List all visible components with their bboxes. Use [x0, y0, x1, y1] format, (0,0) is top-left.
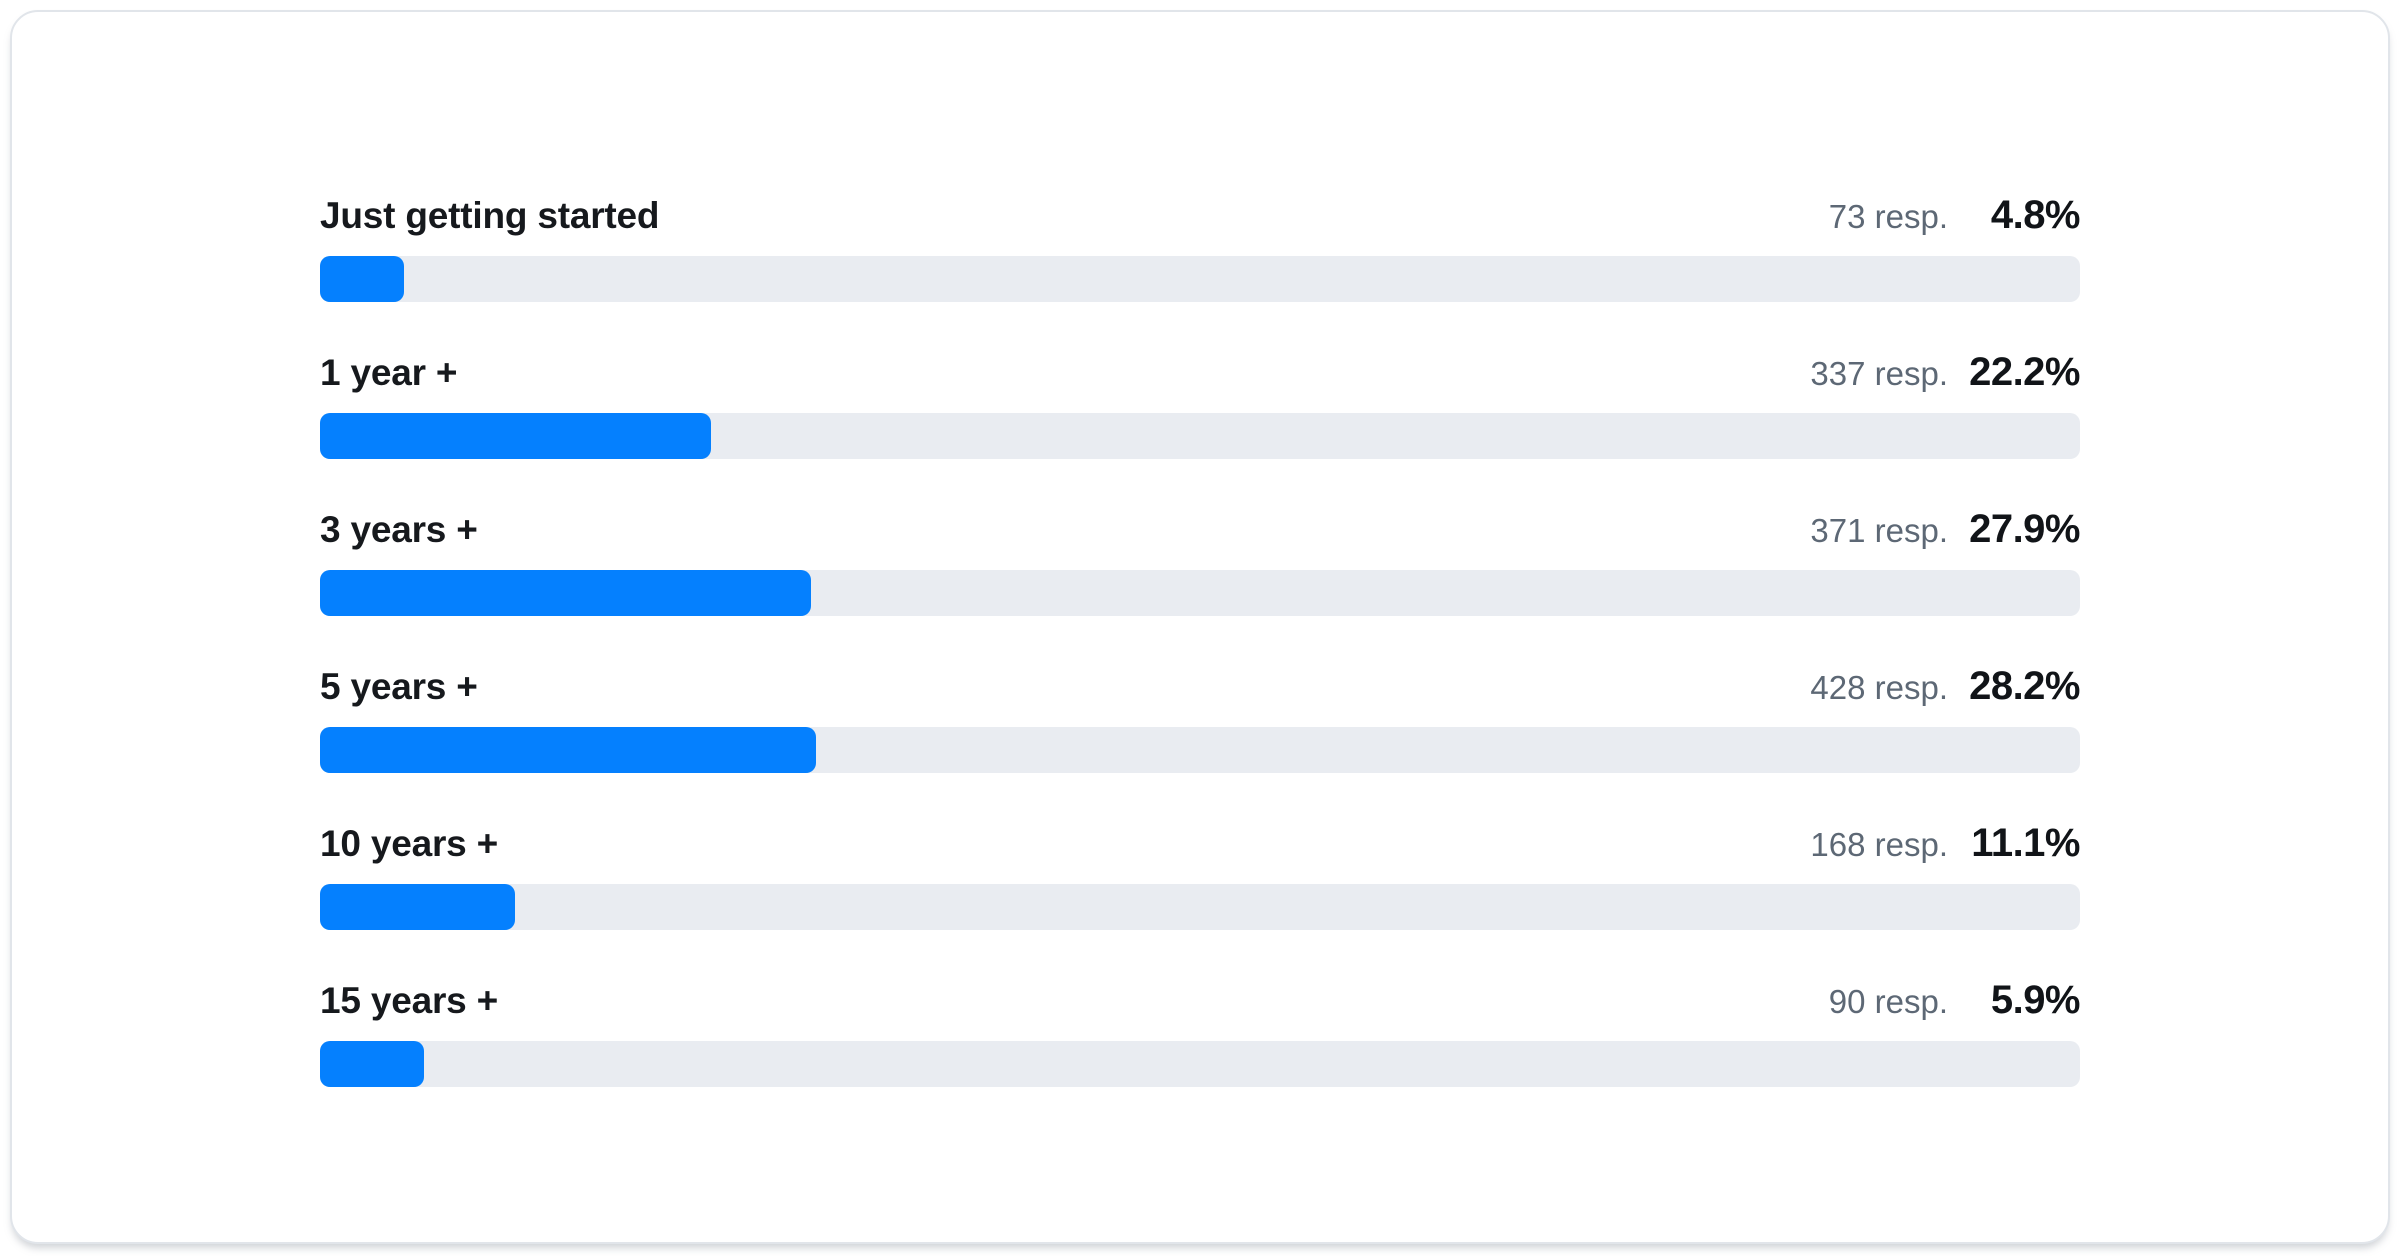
bar-track [320, 570, 2080, 616]
row-percentage: 22.2% [1969, 350, 2080, 394]
row-responses-count: 337 resp. [1810, 355, 1948, 392]
row-percentage: 4.8% [1990, 193, 2081, 237]
bar-fill [320, 1041, 424, 1087]
row-responses-count: 168 resp. [1810, 826, 1948, 863]
row-header: 10 years + 168 resp. 11.1% [320, 820, 2081, 868]
row-header: Just getting started 73 resp. 4.8% [320, 192, 2081, 240]
survey-results-chart: Just getting started 73 resp. 4.8% 1 yea… [12, 12, 2388, 1087]
bar-track [320, 884, 2080, 930]
row-header: 5 years + 428 resp. 28.2% [320, 663, 2081, 711]
chart-row-5: 10 years + 168 resp. 11.1% [320, 820, 2081, 930]
row-responses-count: 428 resp. [1810, 669, 1948, 706]
row-percentage: 5.9% [1990, 978, 2081, 1022]
bar-fill [320, 413, 711, 459]
row-responses-count: 90 resp. [1828, 983, 1948, 1020]
row-label: 5 years + [320, 666, 478, 707]
row-label: 10 years + [320, 823, 499, 864]
chart-row-2: 1 year + 337 resp. 22.2% [320, 349, 2081, 459]
bar-fill [320, 570, 812, 616]
row-percentage: 28.2% [1969, 664, 2080, 708]
bar-fill [320, 884, 516, 930]
row-values: 90 resp. 5.9% [1828, 977, 2081, 1025]
chart-row-1: Just getting started 73 resp. 4.8% [320, 192, 2081, 302]
row-values: 337 resp. 22.2% [1810, 349, 2080, 397]
row-label: 15 years + [320, 980, 499, 1021]
row-values: 428 resp. 28.2% [1810, 663, 2080, 711]
row-header: 3 years + 371 resp. 27.9% [320, 506, 2081, 554]
row-responses-count: 371 resp. [1810, 512, 1948, 549]
row-values: 73 resp. 4.8% [1828, 192, 2081, 240]
row-values: 168 resp. 11.1% [1810, 820, 2080, 868]
results-card: Just getting started 73 resp. 4.8% 1 yea… [10, 10, 2390, 1244]
chart-row-3: 3 years + 371 resp. 27.9% [320, 506, 2081, 616]
chart-row-6: 15 years + 90 resp. 5.9% [320, 977, 2081, 1087]
bar-track [320, 413, 2080, 459]
bar-track [320, 727, 2080, 773]
row-percentage: 11.1% [1971, 821, 2080, 865]
bar-fill [320, 256, 405, 302]
row-label: 3 years + [320, 509, 478, 550]
row-percentage: 27.9% [1969, 507, 2080, 551]
bar-track [320, 1041, 2080, 1087]
row-label: 1 year + [320, 352, 458, 393]
row-header: 1 year + 337 resp. 22.2% [320, 349, 2081, 397]
row-values: 371 resp. 27.9% [1810, 506, 2080, 554]
bar-fill [320, 727, 817, 773]
row-responses-count: 73 resp. [1828, 198, 1948, 235]
bar-track [320, 256, 2080, 302]
chart-row-4: 5 years + 428 resp. 28.2% [320, 663, 2081, 773]
row-header: 15 years + 90 resp. 5.9% [320, 977, 2081, 1025]
row-label: Just getting started [320, 195, 660, 236]
